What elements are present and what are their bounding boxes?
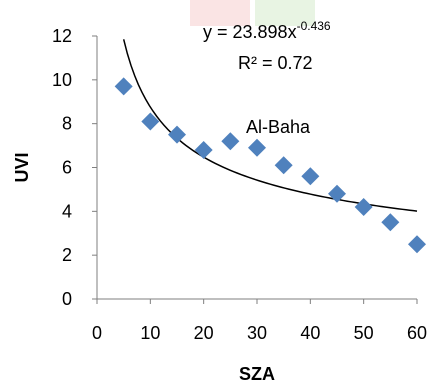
axes — [96, 36, 417, 300]
equation-main: y = 23.898x — [203, 22, 297, 42]
site-label: Al-Baha — [246, 117, 311, 137]
data-point — [141, 112, 160, 131]
y-tick-label: 10 — [52, 70, 72, 90]
x-tick-label: 40 — [300, 323, 320, 343]
x-tick-label: 30 — [247, 323, 267, 343]
x-axis-title: SZA — [239, 364, 275, 384]
data-point — [168, 125, 186, 144]
data-point — [408, 235, 426, 254]
data-point — [354, 197, 373, 216]
y-tick-label: 2 — [62, 245, 72, 265]
trendline-equation: y = 23.898x-0.436 — [203, 19, 331, 42]
data-point — [248, 138, 266, 157]
data-point — [221, 132, 240, 151]
x-tick-label: 0 — [92, 323, 102, 343]
data-point — [194, 140, 213, 159]
y-tick-label: 0 — [62, 289, 72, 309]
x-tick-label: 10 — [140, 323, 160, 343]
x-axis-ticks: 0 10 20 30 40 50 60 — [92, 299, 427, 343]
data-point — [381, 213, 400, 232]
y-axis-title: UVI — [12, 152, 32, 182]
data-points — [114, 77, 426, 254]
x-tick-label: 60 — [407, 323, 427, 343]
data-point — [328, 184, 346, 203]
x-tick-label: 50 — [354, 323, 374, 343]
y-axis-ticks: 0 2 4 6 8 10 12 — [52, 26, 97, 309]
y-tick-label: 4 — [62, 201, 72, 221]
data-point — [114, 77, 133, 96]
y-tick-label: 6 — [62, 158, 72, 178]
watermark-decoration — [190, 0, 315, 26]
y-tick-label: 12 — [52, 26, 72, 46]
data-point — [301, 167, 320, 186]
equation-exponent: -0.436 — [297, 19, 331, 33]
r-squared-label: R² = 0.72 — [238, 53, 313, 73]
x-tick-label: 20 — [194, 323, 214, 343]
data-point — [274, 156, 293, 175]
watermark-red-block — [190, 0, 250, 26]
watermark-green-block — [255, 0, 315, 26]
y-tick-label: 8 — [62, 114, 72, 134]
